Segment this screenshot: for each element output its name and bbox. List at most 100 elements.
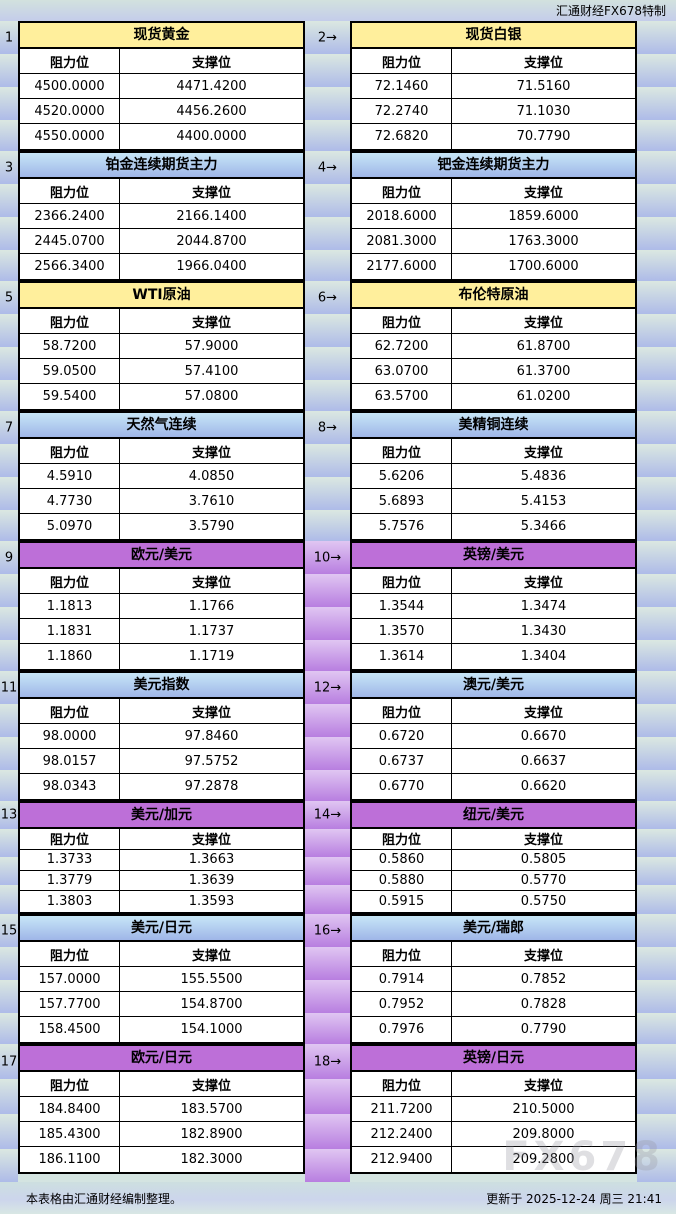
instrument-block: 现货白银 阻力位 支撑位 72.1460 71.5160 72.2740 71.1030 72… <box>350 21 637 151</box>
gutter-band-middle: 10→ <box>305 541 350 574</box>
support-value: 57.9000 <box>184 338 239 354</box>
gutter-band-right <box>637 184 676 217</box>
resistance-value: 157.7700 <box>20 992 120 1016</box>
support-value: 4471.4200 <box>176 78 247 94</box>
gutter-band-left <box>0 885 18 914</box>
table-row: 2177.6000 1700.6000 <box>352 254 635 279</box>
table-row: 2566.3400 1966.0400 <box>20 254 303 279</box>
column-header-row: 阻力位 支撑位 <box>352 829 635 850</box>
support-value: 0.7852 <box>520 971 567 987</box>
gutter-band-left: 15 <box>0 914 18 947</box>
gutter-band-left <box>0 347 18 380</box>
gutter-band-right <box>637 885 676 914</box>
gutter-band-middle <box>305 829 350 857</box>
gutter-band-middle <box>305 1114 350 1149</box>
column-header-resistance: 阻力位 <box>352 49 452 73</box>
table-row: 63.5700 61.0200 <box>352 384 635 409</box>
table-row: 72.1460 71.5160 <box>352 74 635 99</box>
resistance-value: 72.6820 <box>352 124 452 149</box>
table-row: 5.7576 5.3466 <box>352 514 635 539</box>
support-value: 1763.3000 <box>508 233 579 249</box>
column-header-row: 阻力位 支撑位 <box>352 942 635 967</box>
gutter-band-right <box>637 510 676 541</box>
resistance-value: 158.4500 <box>20 1017 120 1042</box>
block-title: 纽元/美元 <box>352 803 635 829</box>
gutter-band-left <box>0 607 18 640</box>
block-number-13: 13 <box>0 807 18 823</box>
column-header-support: 支撑位 <box>523 575 563 591</box>
gutter-band-middle <box>305 250 350 281</box>
block-title: 美元/加元 <box>20 803 303 829</box>
support-value: 57.0800 <box>184 389 239 404</box>
resistance-value: 157.0000 <box>20 967 120 991</box>
instrument-block: 欧元/日元 阻力位 支撑位 184.8400 183.5700 185.4300 182.8… <box>18 1044 305 1174</box>
gutter-band-middle: 2→ <box>305 21 350 54</box>
gutter-band-left <box>0 574 18 607</box>
block-number-5: 5 <box>4 290 14 305</box>
table-row: 1.3803 1.3593 <box>20 891 303 912</box>
resistance-value: 4.5910 <box>20 464 120 488</box>
table-row: 0.6737 0.6637 <box>352 749 635 774</box>
block-number-4: 4→ <box>317 160 338 175</box>
support-value: 182.3000 <box>180 1152 243 1167</box>
column-header-resistance: 阻力位 <box>20 49 120 73</box>
support-value: 97.8460 <box>184 728 239 744</box>
resistance-value: 2081.3000 <box>352 229 452 253</box>
column-header-row: 阻力位 支撑位 <box>20 699 303 724</box>
gutter-band-middle <box>305 980 350 1013</box>
gutter-band-middle <box>305 347 350 380</box>
gutter-band-right <box>637 737 676 770</box>
column-header-support: 支撑位 <box>191 55 231 71</box>
support-value: 61.3700 <box>516 363 571 379</box>
table-row: 186.1100 182.3000 <box>20 1147 303 1172</box>
gutter-band-right <box>637 120 676 151</box>
table-row: 2445.0700 2044.8700 <box>20 229 303 254</box>
block-title: 英镑/日元 <box>352 1046 635 1072</box>
support-value: 1.1737 <box>188 623 235 639</box>
column-header-row: 阻力位 支撑位 <box>352 569 635 594</box>
resistance-value: 1.3544 <box>352 594 452 618</box>
column-header-resistance: 阻力位 <box>20 569 120 593</box>
support-value: 183.5700 <box>180 1101 243 1117</box>
resistance-value: 72.2740 <box>352 99 452 123</box>
table-row: 98.0000 97.8460 <box>20 724 303 749</box>
block-number-17: 17 <box>0 1054 18 1069</box>
column-header-row: 阻力位 支撑位 <box>352 1072 635 1097</box>
table-row: 98.0343 97.2878 <box>20 774 303 799</box>
support-value: 4.0850 <box>188 468 235 484</box>
block-title: 铂金连续期货主力 <box>20 153 303 179</box>
resistance-value: 0.7952 <box>352 992 452 1016</box>
gutter-band-right <box>637 1149 676 1182</box>
block-title: 美元/瑞郎 <box>352 916 635 942</box>
gutter-band-left <box>0 217 18 250</box>
table-row: 0.7976 0.7790 <box>352 1017 635 1042</box>
table-row: 72.6820 70.7790 <box>352 124 635 149</box>
support-value: 1700.6000 <box>508 259 579 274</box>
column-header-resistance: 阻力位 <box>20 179 120 203</box>
column-header-support: 支撑位 <box>523 185 563 201</box>
gutter-band-right <box>637 347 676 380</box>
gutter-band-left <box>0 1149 18 1182</box>
gutter-band-middle <box>305 704 350 737</box>
resistance-value: 59.5400 <box>20 384 120 409</box>
column-header-support: 支撑位 <box>191 705 231 721</box>
column-header-row: 阻力位 支撑位 <box>352 439 635 464</box>
support-value: 0.6637 <box>520 753 567 769</box>
gutter-band-left <box>0 737 18 770</box>
support-value: 5.4836 <box>520 468 567 484</box>
table-row: 212.9400 209.2800 <box>352 1147 635 1172</box>
column-header-support: 支撑位 <box>191 575 231 591</box>
gutter-band-right <box>637 444 676 477</box>
block-number-3: 3 <box>4 160 14 175</box>
column-header-support: 支撑位 <box>523 445 563 461</box>
support-value: 182.8900 <box>180 1126 243 1142</box>
column-header-row: 阻力位 支撑位 <box>20 439 303 464</box>
block-number-2: 2→ <box>317 30 338 45</box>
page-footer: 本表格由汇通财经编制整理。 更新于 2025-12-24 周三 21:41 <box>0 1182 676 1214</box>
instrument-block: WTI原油 阻力位 支撑位 58.7200 57.9000 59.0500 57.4100 5… <box>18 281 305 411</box>
instrument-block: 钯金连续期货主力 阻力位 支撑位 2018.6000 1859.6000 2081.300… <box>350 151 637 281</box>
gutter-band-right <box>637 1079 676 1114</box>
gutter-band-right <box>637 281 676 314</box>
gutter-band-middle <box>305 607 350 640</box>
